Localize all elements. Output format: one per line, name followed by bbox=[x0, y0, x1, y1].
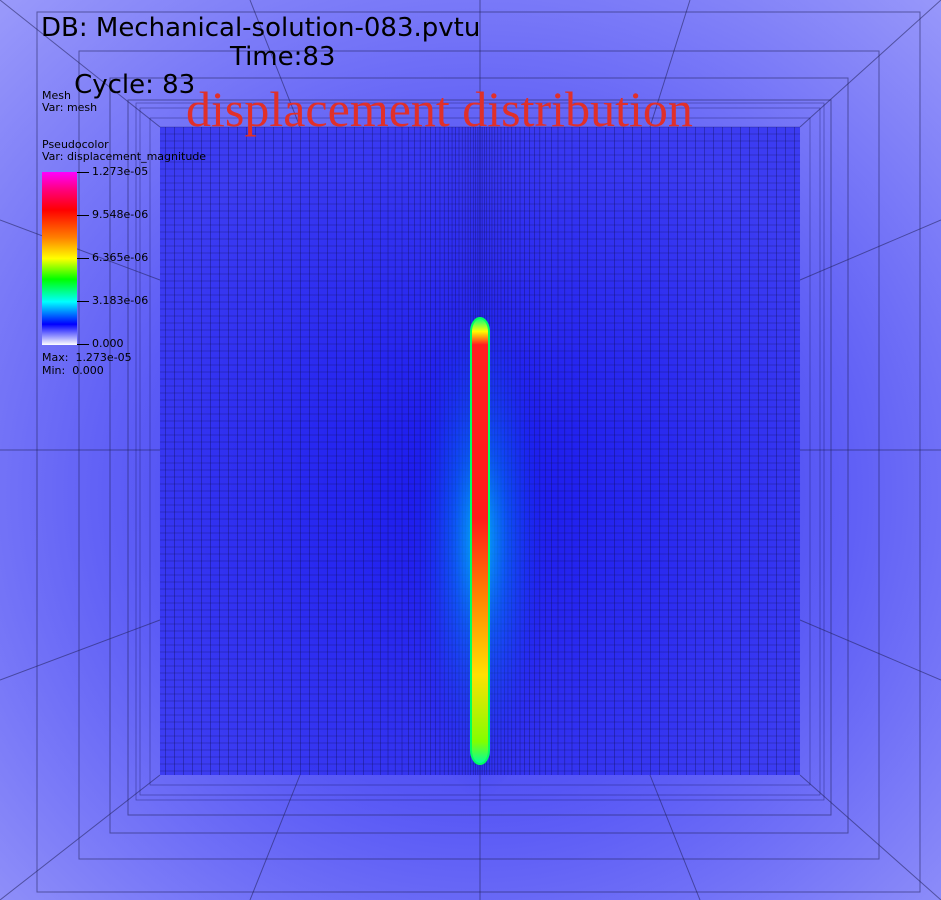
pseudocolor-legend-title: Pseudocolor bbox=[42, 138, 109, 151]
colorbar-tick-label: 9.548e-06 bbox=[92, 208, 149, 221]
fracture-edge bbox=[470, 317, 490, 765]
plot-title: displacement distribution bbox=[186, 81, 693, 137]
colorbar bbox=[42, 172, 77, 345]
colorbar-tick-label: 1.273e-05 bbox=[92, 165, 149, 178]
pseudocolor-legend-var: Var: displacement_magnitude bbox=[42, 150, 207, 163]
cycle-time-line: Cycle: 83 Time:83 bbox=[41, 43, 335, 155]
mesh-legend-title: Mesh bbox=[42, 89, 71, 102]
colorbar-tick bbox=[77, 172, 89, 173]
colorbar-tick-label: 0.000 bbox=[92, 337, 124, 350]
colorbar-tick bbox=[77, 301, 89, 302]
cycle-label: Cycle: 83 bbox=[74, 70, 196, 100]
colorbar-tick-label: 3.183e-06 bbox=[92, 294, 149, 307]
database-name: DB: Mechanical-solution-083.pvtu bbox=[41, 13, 481, 43]
time-label: Time:83 bbox=[230, 42, 336, 72]
colorbar-tick bbox=[77, 344, 89, 345]
mesh-legend-var: Var: mesh bbox=[42, 101, 98, 114]
colorbar-tick bbox=[77, 258, 89, 259]
colorbar-tick-label: 6.365e-06 bbox=[92, 251, 149, 264]
legend-max: Max: 1.273e-05 bbox=[42, 351, 132, 364]
legend-min: Min: 0.000 bbox=[42, 364, 104, 377]
colorbar-tick bbox=[77, 215, 89, 216]
fracture-band bbox=[471, 318, 489, 764]
